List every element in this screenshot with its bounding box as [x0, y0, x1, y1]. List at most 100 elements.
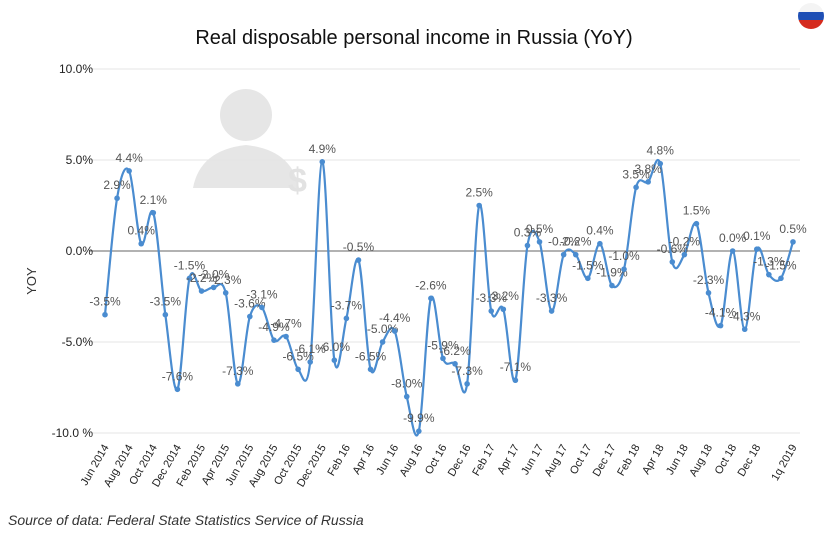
data-label: -3.7%: [331, 298, 363, 312]
data-point: [271, 337, 277, 343]
data-label: -3.1%: [246, 287, 278, 301]
data-label: 3.5%: [622, 167, 650, 181]
data-label: -5.0%: [367, 322, 399, 336]
data-label: 0.4%: [128, 224, 156, 238]
data-point: [319, 159, 326, 165]
data-point: [343, 315, 350, 322]
x-tick-label: Dec 16: [446, 443, 474, 479]
x-tick-label: Dec 18: [736, 443, 764, 479]
data-point: [524, 242, 531, 249]
data-point: [560, 251, 567, 258]
series-line: [103, 159, 795, 437]
data-point: [645, 179, 651, 185]
data-point: [766, 271, 772, 278]
data-label: -4.3%: [729, 309, 761, 323]
data-point: [548, 308, 555, 314]
y-tick-label: -5.0%: [62, 335, 94, 349]
data-label: 2.1%: [140, 193, 168, 207]
data-label: -5.9%: [427, 338, 459, 352]
data-point: [355, 257, 362, 263]
y-tick-label: 10.0%: [59, 62, 93, 76]
y-axis-label: YOY: [24, 267, 39, 295]
data-label: -1.5%: [572, 258, 604, 272]
data-point: [198, 288, 205, 294]
data-label: -7.3%: [222, 364, 254, 378]
data-point: [681, 251, 688, 258]
data-point: [307, 359, 313, 365]
data-label: -7.6%: [162, 369, 194, 383]
data-label: 0.1%: [743, 229, 771, 243]
data-label: 0.4%: [586, 224, 614, 238]
data-point: [416, 428, 422, 434]
chart-title: Real disposable personal income in Russi…: [195, 27, 632, 49]
data-point: [476, 202, 482, 209]
data-label: -0.6%: [657, 242, 689, 256]
data-label: 4.8%: [647, 144, 675, 158]
data-label: 2.5%: [465, 186, 493, 200]
data-point: [379, 339, 386, 345]
data-point: [162, 311, 169, 318]
data-point: [597, 240, 603, 247]
data-point: [114, 195, 120, 202]
data-label: -1.9%: [596, 266, 628, 280]
data-point: [778, 275, 784, 282]
data-label: -2.6%: [415, 278, 447, 292]
data-point: [247, 313, 253, 320]
data-point: [572, 251, 579, 258]
data-label: -4.4%: [379, 311, 411, 325]
data-point: [753, 246, 760, 252]
data-point: [464, 381, 470, 387]
data-point: [150, 209, 157, 216]
data-label: -6.5%: [282, 349, 314, 363]
data-label: -3.3%: [536, 291, 568, 305]
data-label: -7.3%: [451, 364, 483, 378]
data-label: -1.5%: [174, 258, 206, 272]
data-point: [186, 275, 193, 282]
data-point: [741, 326, 748, 333]
data-point: [174, 386, 181, 393]
data-label: 1.5%: [683, 204, 711, 218]
data-label: 0.5%: [779, 222, 807, 236]
data-label: -4.7%: [270, 317, 302, 331]
data-point: [283, 333, 289, 340]
data-point: [500, 306, 507, 313]
data-label: -9.9%: [403, 411, 435, 425]
data-point: [138, 240, 145, 247]
flag-icon: [798, 3, 824, 29]
data-label: 2.9%: [103, 178, 131, 192]
x-tick-label: Feb 16: [325, 443, 353, 479]
data-point: [428, 295, 434, 302]
data-point: [729, 248, 736, 254]
data-point: [452, 361, 458, 367]
data-label: -0.2%: [548, 235, 580, 249]
data-label: -2.2%: [186, 271, 218, 285]
data-label: -6.1%: [295, 342, 327, 356]
data-label: -2.0%: [198, 267, 230, 281]
x-tick-label: Feb 17: [470, 443, 498, 479]
data-label: 4.9%: [309, 142, 337, 156]
x-tick-label: Aug 16: [398, 443, 426, 479]
data-label: -8.0%: [391, 377, 423, 391]
data-label: -2.3%: [693, 273, 725, 287]
data-label: -0.2%: [560, 235, 592, 249]
data-point: [512, 377, 519, 384]
data-point: [102, 311, 108, 318]
data-point: [234, 381, 241, 387]
data-label: 4.4%: [115, 151, 143, 165]
data-label: -3.3%: [476, 291, 508, 305]
data-point: [367, 366, 374, 373]
data-label: 3.8%: [634, 162, 662, 176]
data-point: [657, 160, 664, 167]
data-label: -3.6%: [234, 297, 266, 311]
data-label: -0.5%: [343, 240, 375, 254]
x-tick-label: Aug 17: [542, 443, 570, 479]
svg-text:$: $: [288, 162, 307, 200]
data-point: [790, 239, 796, 245]
x-tick-label: 1q 2019: [769, 443, 799, 483]
data-point: [621, 266, 627, 273]
data-point: [633, 184, 639, 191]
data-label: -4.1%: [705, 306, 737, 320]
data-label: -6.0%: [319, 340, 351, 354]
data-label: -0.2%: [669, 235, 701, 249]
